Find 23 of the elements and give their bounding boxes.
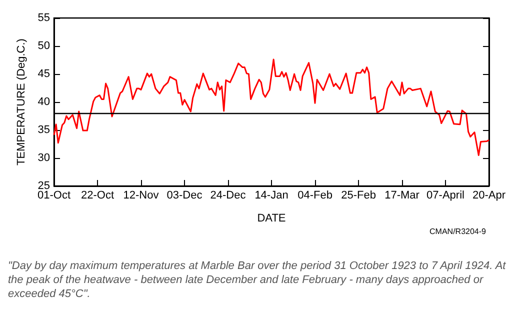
x-tick-label: 04-Feb [298,190,332,202]
y-axis-title: TEMPERATURE (Deg.C.) [15,38,28,166]
x-axis-title: DATE [257,212,286,224]
y-tick-label: 40 [38,96,50,108]
y-tick-label: 55 [38,12,50,24]
y-tick-label: 30 [38,152,50,164]
x-tick-label: 07-April [426,190,464,202]
text: CMAN/R3204-9 [430,227,486,236]
x-tick-label: 01-Oct [37,190,71,202]
x-tick-label: 12-Nov [123,190,160,202]
text: "Day by day maximum temperatures at Marble Bar over the period 31 October 1923 to 7 April 1924. At the peak of the heatwave - between late December and late February - many days approached or exceeded 45°C". [8,259,507,301]
y-tick-label: 25 [38,180,50,192]
x-tick-label: 24-Dec [210,190,246,202]
x-tick-label: 14-Jan [254,190,288,202]
y-tick-label: 35 [38,124,50,136]
y-tick-label: 50 [38,40,50,52]
y-tick-label: 45 [38,68,50,80]
x-tick-label: 03-Dec [166,190,203,202]
x-tick-label: 20-Apr [472,190,506,202]
line-series [53,58,490,156]
x-tick-label: 17-Mar [384,190,420,202]
x-tick-label: 22-Oct [80,190,114,202]
x-tick-label: 25-Feb [341,190,376,202]
